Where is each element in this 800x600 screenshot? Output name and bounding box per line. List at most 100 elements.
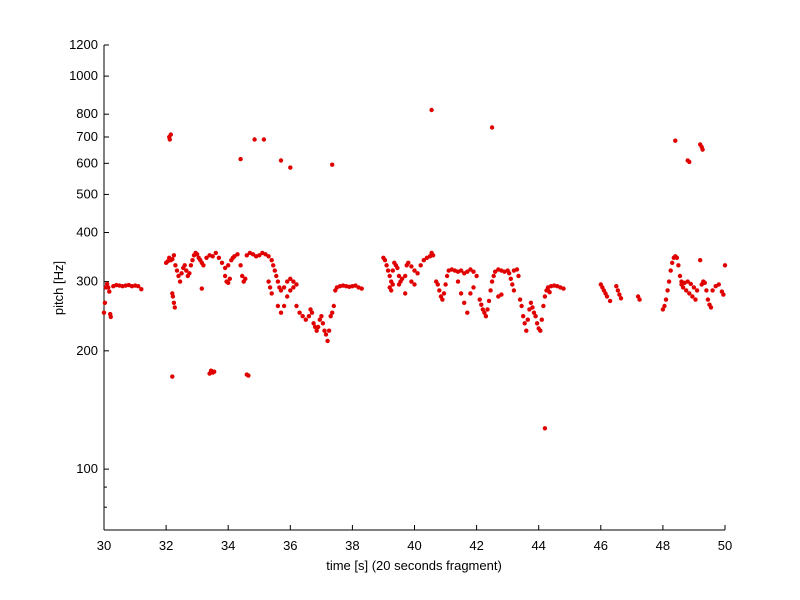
data-point: [312, 324, 318, 330]
data-point: [317, 317, 322, 322]
data-point: [670, 260, 675, 265]
data-point: [319, 314, 324, 319]
data-point: [210, 254, 215, 259]
data-point: [691, 285, 697, 290]
data-point: [384, 263, 389, 268]
data-point: [462, 300, 467, 305]
data-point: [489, 279, 495, 284]
data-point: [429, 107, 434, 113]
data-point: [458, 291, 464, 296]
data-point: [412, 282, 417, 287]
data-point: [489, 125, 495, 130]
data-point: [102, 300, 108, 305]
data-point: [390, 268, 395, 273]
data-point: [663, 297, 669, 302]
data-point: [281, 285, 287, 290]
data-point: [519, 303, 524, 309]
data-point: [274, 273, 279, 279]
data-point: [395, 265, 400, 271]
x-tick-label: 40: [407, 538, 421, 553]
data-point: [323, 332, 329, 337]
data-point: [396, 282, 402, 287]
data-point: [320, 321, 326, 326]
data-point: [468, 291, 473, 296]
data-point: [406, 260, 411, 265]
data-point: [188, 263, 194, 268]
data-point: [524, 328, 529, 333]
data-point: [547, 290, 552, 295]
data-point: [693, 297, 698, 302]
data-point: [480, 307, 485, 312]
data-point: [311, 321, 316, 326]
data-point: [441, 291, 447, 296]
y-tick-label: 700: [76, 129, 98, 144]
data-point: [288, 288, 293, 293]
data-point: [677, 273, 683, 279]
data-point: [139, 287, 144, 292]
data-point: [389, 288, 394, 293]
data-point: [614, 284, 619, 289]
data-point: [288, 165, 293, 170]
data-point: [170, 257, 175, 262]
data-point: [222, 273, 228, 279]
x-axis-ticks: 30 32 34 36 38 40 42 44 46 48 50: [97, 525, 732, 553]
data-point: [482, 310, 487, 315]
data-point: [437, 288, 442, 293]
data-point: [700, 147, 705, 152]
data-point: [673, 138, 678, 143]
data-point: [101, 310, 107, 315]
data-point: [252, 137, 257, 142]
data-point: [187, 271, 192, 276]
data-point: [665, 288, 670, 293]
data-point: [278, 310, 284, 315]
x-tick-label: 32: [159, 538, 173, 553]
data-point: [510, 282, 515, 287]
data-point: [704, 288, 709, 293]
data-point: [184, 268, 189, 273]
data-point: [477, 297, 482, 302]
data-point: [235, 252, 240, 257]
data-point: [687, 291, 692, 296]
data-point: [325, 338, 330, 344]
data-point: [637, 297, 642, 302]
data-point: [219, 260, 225, 265]
data-point: [330, 310, 335, 315]
y-tick-label: 600: [76, 155, 98, 170]
data-point: [698, 258, 703, 263]
y-tick-label: 1000: [69, 68, 98, 83]
data-point: [514, 267, 520, 272]
data-point: [499, 292, 504, 297]
data-point: [399, 276, 405, 281]
y-tick-label: 1200: [69, 37, 98, 52]
data-point: [418, 263, 423, 268]
data-point: [294, 282, 299, 287]
data-point: [617, 292, 622, 297]
data-point: [668, 268, 673, 273]
data-point: [507, 271, 512, 276]
data-point: [440, 297, 445, 302]
data-point: [174, 268, 180, 273]
data-point: [708, 305, 714, 310]
data-point: [266, 254, 271, 259]
data-point: [430, 253, 436, 258]
data-point: [359, 286, 364, 291]
data-point: [190, 258, 195, 263]
data-point: [561, 286, 566, 291]
data-point: [267, 285, 273, 290]
x-tick-label: 30: [97, 538, 111, 553]
y-tick-label: 100: [76, 461, 98, 476]
data-point: [179, 271, 184, 276]
data-point: [615, 288, 621, 293]
data-point: [281, 303, 287, 309]
data-point: [542, 294, 548, 299]
data-point: [204, 255, 209, 260]
data-point: [171, 300, 177, 305]
data-point: [534, 321, 540, 326]
data-point: [170, 374, 175, 379]
x-tick-label: 34: [221, 538, 235, 553]
data-point: [285, 294, 290, 299]
data-point: [176, 273, 181, 279]
data-point: [530, 305, 535, 310]
data-point: [403, 291, 408, 296]
data-point: [618, 296, 624, 301]
